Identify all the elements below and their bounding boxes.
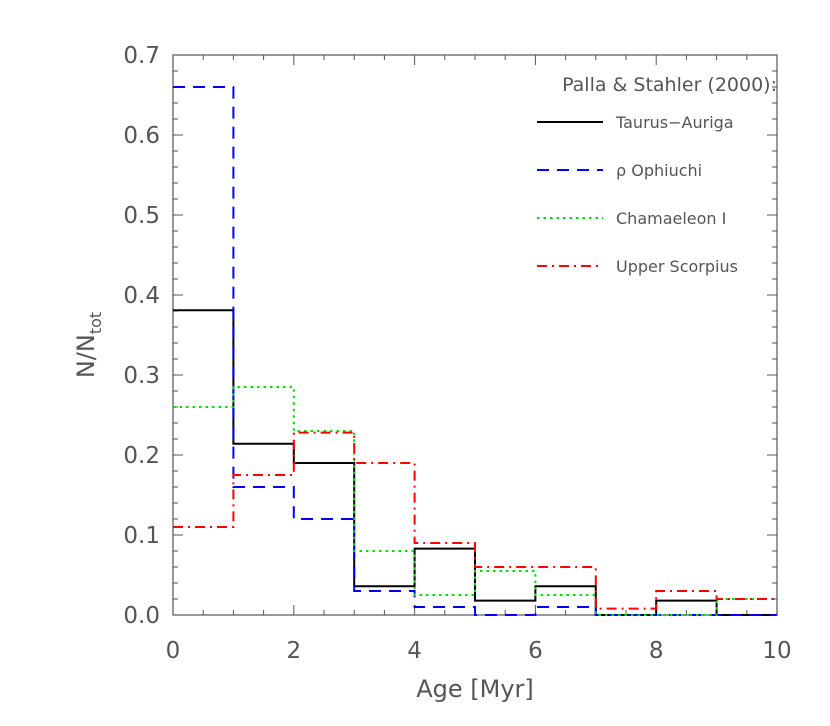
y-tick-label: 0.4: [123, 283, 160, 309]
series-line: [173, 431, 777, 610]
legend-label: Chamaeleon I: [616, 209, 726, 228]
x-tick-label: 2: [286, 638, 301, 664]
series-layer: [173, 86, 777, 616]
y-tick-label: 0.3: [123, 363, 160, 389]
x-tick-label: 6: [528, 638, 543, 664]
y-tick-label: 0.0: [123, 603, 160, 629]
legend: Palla & Stahler (2000): Taurus−Auriga ρ O…: [537, 74, 777, 276]
x-axis-label: Age [Myr]: [416, 675, 534, 703]
y-axis-label: N/Ntot: [72, 312, 105, 378]
plot-border: [172, 54, 778, 616]
y-tick-label: 0.7: [123, 43, 160, 69]
y-tick-label: 0.6: [123, 123, 160, 149]
x-axis-ticks: 0 2 4 6 8 10: [166, 55, 792, 664]
x-tick-label: 8: [649, 638, 664, 664]
y-axis-ticks: 0.0 0.1 0.2 0.3 0.4 0.5 0.6 0.7: [123, 43, 777, 629]
y-tick-label: 0.1: [123, 523, 160, 549]
y-tick-label: 0.2: [123, 443, 160, 469]
y-tick-label: 0.5: [123, 203, 160, 229]
plot-frame: [172, 54, 778, 616]
x-tick-label: 0: [166, 638, 181, 664]
y-axis-label-main: N/N: [72, 334, 100, 378]
series-line: [173, 309, 777, 616]
series-line: [173, 86, 777, 616]
legend-label: ρ Ophiuchi: [616, 161, 702, 180]
legend-label: Upper Scorpius: [616, 257, 738, 276]
legend-title: Palla & Stahler (2000):: [562, 74, 777, 96]
legend-label: Taurus−Auriga: [615, 113, 734, 132]
y-axis-label-subscript: tot: [86, 312, 105, 334]
x-tick-label: 4: [407, 638, 422, 664]
x-tick-label: 10: [762, 638, 791, 664]
